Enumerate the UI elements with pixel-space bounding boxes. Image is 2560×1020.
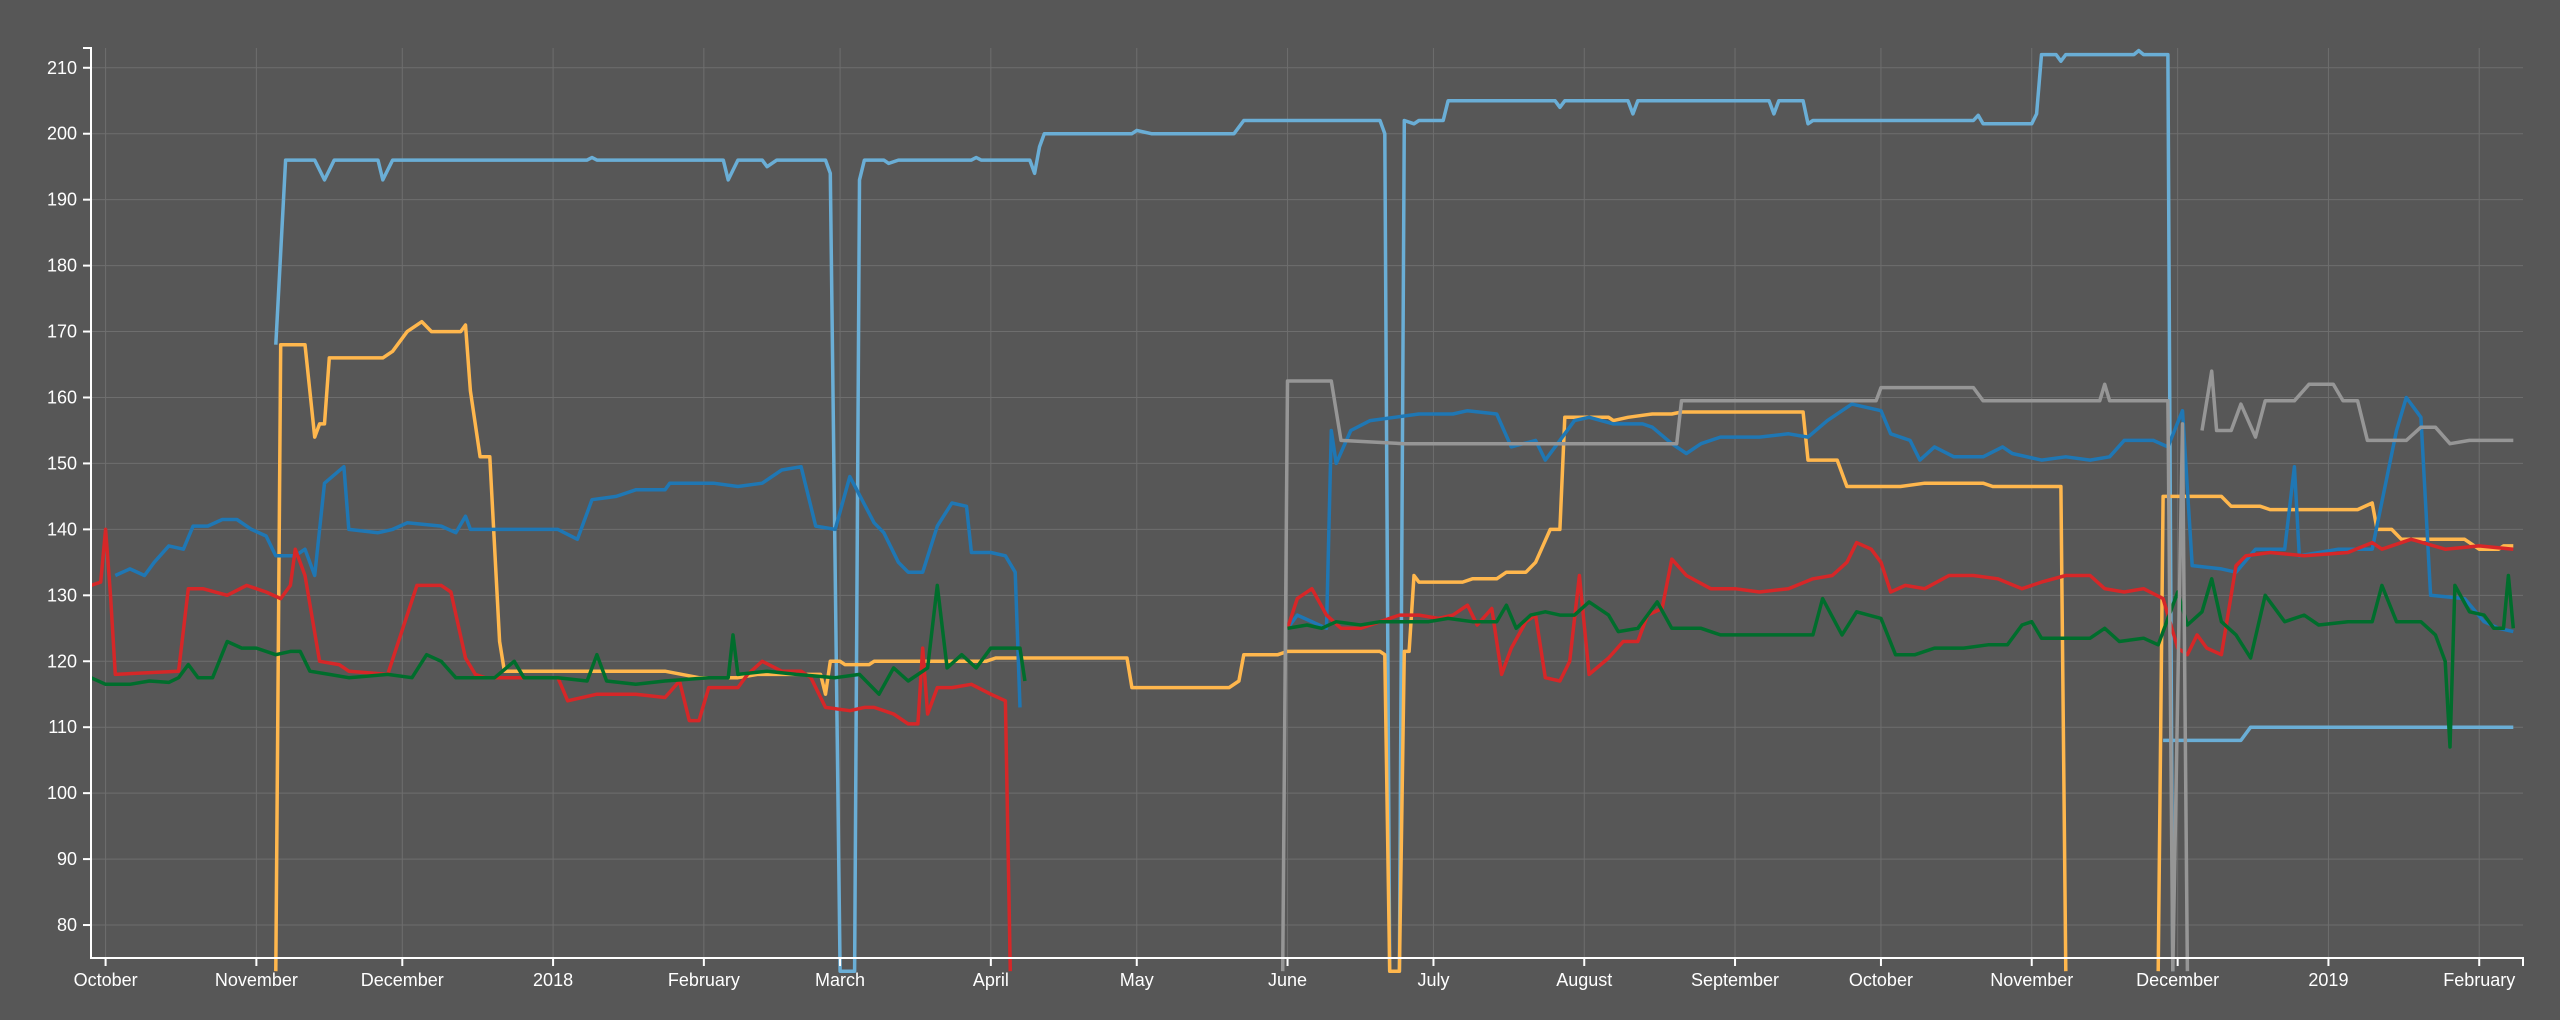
series-line-12 [2200, 369, 2514, 446]
x-tick-label: 2018 [533, 970, 573, 990]
series-line-13 [2171, 422, 2190, 972]
x-tick-label: 2019 [2308, 970, 2348, 990]
x-tick-label: October [74, 970, 138, 990]
y-tick-label: 130 [47, 585, 77, 605]
series-group [91, 48, 2516, 973]
series-line-2 [2163, 725, 2514, 743]
series-line-9 [91, 583, 1027, 696]
axis-frame [83, 47, 2524, 966]
y-tick-label: 180 [47, 256, 77, 276]
x-tick-label: July [1417, 970, 1449, 990]
series-line-7 [91, 527, 1013, 972]
y-tick-label: 120 [47, 651, 77, 671]
x-tick-label: November [215, 970, 298, 990]
x-tick-label: October [1849, 970, 1913, 990]
y-tick-label: 100 [47, 783, 77, 803]
y-tick-label: 150 [47, 453, 77, 473]
y-tick-label: 80 [57, 915, 77, 935]
series-line-1 [274, 48, 2175, 973]
x-tick-label: May [1120, 970, 1154, 990]
x-tick-label: February [2443, 970, 2515, 990]
x-tick-label: March [815, 970, 865, 990]
series-line-6 [1286, 395, 2514, 634]
y-tick-label: 170 [47, 322, 77, 342]
x-tick-label: February [668, 970, 740, 990]
x-tick-label: December [2136, 970, 2219, 990]
y-tick-label: 90 [57, 849, 77, 869]
series-line-5 [114, 464, 1022, 708]
series-line-8 [1285, 537, 2514, 683]
y-tick-label: 190 [47, 190, 77, 210]
series-line-11 [1280, 379, 2175, 972]
series-line-10 [1287, 573, 2516, 749]
x-tick-label: August [1556, 970, 1612, 990]
x-tick-label: December [361, 970, 444, 990]
axes: 80 90 100 110 120 130 140 150 160 170 180 190 200 210… [47, 47, 2524, 990]
x-tick-label: November [1990, 970, 2073, 990]
y-tick-label: 140 [47, 519, 77, 539]
y-tick-label: 110 [48, 717, 77, 737]
x-tick-label: September [1691, 970, 1779, 990]
x-tick-label: April [973, 970, 1009, 990]
series-line-4 [2156, 494, 2514, 972]
x-tick-label: June [1268, 970, 1307, 990]
y-tick-label: 210 [47, 58, 77, 78]
y-tick-label: 160 [47, 387, 77, 407]
series-line-3 [274, 319, 2068, 973]
y-tick-label: 200 [47, 124, 77, 144]
